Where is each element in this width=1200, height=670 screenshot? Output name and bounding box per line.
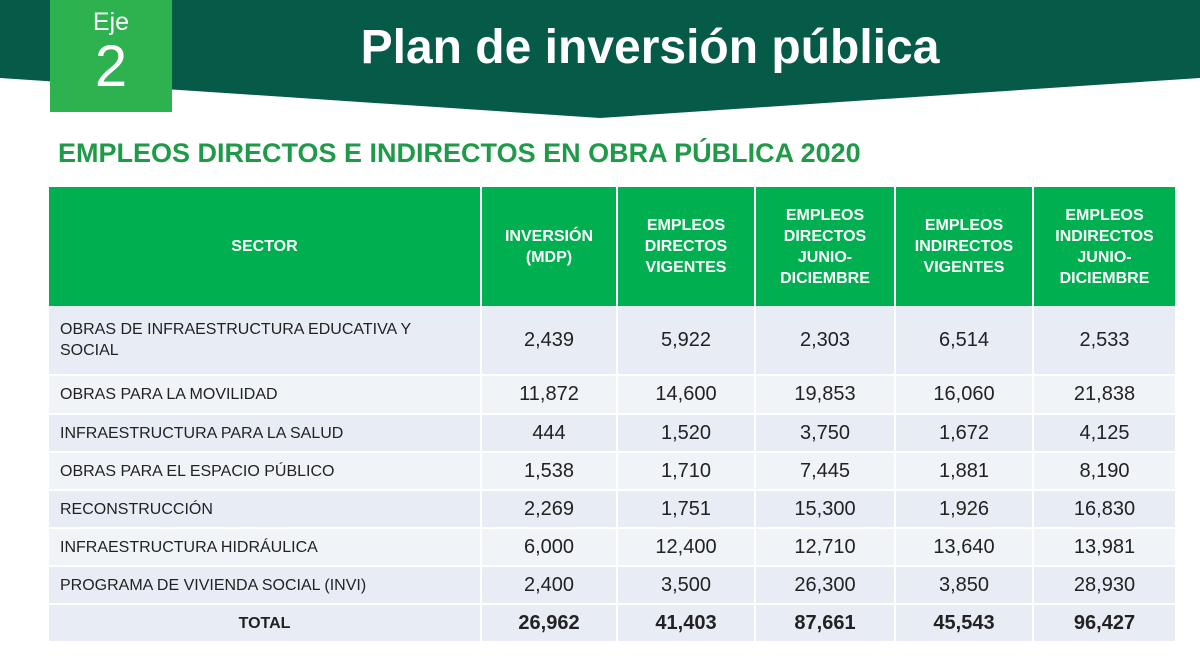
sector-cell: INFRAESTRUCTURA PARA LA SALUD bbox=[49, 414, 481, 453]
column-header-line: VIGENTES bbox=[923, 259, 1005, 276]
value-cell: 4,125 bbox=[1032, 414, 1175, 453]
value-cell: 13,640 bbox=[894, 528, 1033, 567]
value-cell: 3,500 bbox=[616, 566, 755, 605]
value-cell: 2,533 bbox=[1032, 306, 1175, 376]
employment-table: SECTOR INVERSIÓN (MDP) EMPLEOS DIRECTOS VIGEN… bbox=[49, 187, 1175, 643]
column-header-line: JUNIO- bbox=[1077, 248, 1132, 266]
value-cell: 2,439 bbox=[480, 306, 617, 376]
column-header-line: INDIRECTOS bbox=[1055, 227, 1154, 245]
value-cell: 1,881 bbox=[894, 452, 1033, 491]
table-row: OBRAS DE INFRAESTRUCTURA EDUCATIVA Y SOCI… bbox=[49, 306, 1175, 376]
table-row: RECONSTRUCCIÓN 2,269 1,751 15,300 1,926 16,83… bbox=[49, 490, 1175, 529]
value-cell: 14,600 bbox=[616, 375, 755, 415]
value-cell: 15,300 bbox=[754, 490, 895, 529]
table-header-row: SECTOR INVERSIÓN (MDP) EMPLEOS DIRECTOS VIGEN… bbox=[49, 187, 1175, 306]
table-row: PROGRAMA DE VIVIENDA SOCIAL (INVI) 2,400 3… bbox=[49, 566, 1175, 605]
value-cell: 12,400 bbox=[616, 528, 755, 567]
total-value-cell: 41,403 bbox=[616, 604, 755, 643]
column-header-line: EMPLEOS bbox=[646, 217, 726, 234]
header-banner bbox=[0, 0, 1200, 120]
value-cell: 28,930 bbox=[1032, 566, 1175, 605]
value-cell: 1,751 bbox=[616, 490, 755, 529]
column-header-line: JUNIO- bbox=[797, 248, 853, 266]
column-header-sector: SECTOR bbox=[49, 187, 481, 306]
value-cell: 1,926 bbox=[894, 490, 1033, 529]
value-cell: 2,303 bbox=[754, 306, 895, 376]
value-cell: 1,710 bbox=[616, 452, 755, 491]
sector-cell: OBRAS DE INFRAESTRUCTURA EDUCATIVA Y SOCI… bbox=[49, 306, 481, 376]
table-row: INFRAESTRUCTURA HIDRÁULICA 6,000 12,400 12,… bbox=[49, 528, 1175, 567]
column-header: EMPLEOS INDIRECTOS JUNIO- DICIEMBRE bbox=[1032, 187, 1175, 306]
table-subtitle: EMPLEOS DIRECTOS E INDIRECTOS EN OBRA PÚ… bbox=[58, 138, 861, 168]
sector-label: PROGRAMA DE VIVIENDA SOCIAL (INVI) bbox=[60, 576, 367, 594]
column-header-line: INDIRECTOS bbox=[914, 238, 1014, 255]
table-body: OBRAS DE INFRAESTRUCTURA EDUCATIVA Y SOCI… bbox=[49, 306, 1175, 643]
sector-label: OBRAS DE INFRAESTRUCTURA EDUCATIVA Y bbox=[60, 321, 412, 338]
column-header-line: VIGENTES bbox=[645, 259, 727, 276]
value-cell: 3,850 bbox=[894, 566, 1033, 605]
total-value-cell: 45,543 bbox=[894, 604, 1033, 643]
column-header-line: EMPLEOS bbox=[1065, 206, 1144, 224]
sector-label: INFRAESTRUCTURA HIDRÁULICA bbox=[60, 538, 318, 556]
value-cell: 1,672 bbox=[894, 414, 1033, 453]
sector-label: OBRAS PARA LA MOVILIDAD bbox=[60, 386, 278, 403]
sector-label: SOCIAL bbox=[60, 342, 119, 359]
sector-cell: OBRAS PARA EL ESPACIO PÚBLICO bbox=[49, 452, 481, 491]
eje-badge: Eje 2 bbox=[50, 0, 172, 112]
column-header-line: DIRECTOS bbox=[644, 238, 728, 255]
total-value-cell: 96,427 bbox=[1032, 604, 1175, 643]
value-cell: 13,981 bbox=[1032, 528, 1175, 567]
value-cell: 444 bbox=[480, 414, 617, 453]
table-row: OBRAS PARA EL ESPACIO PÚBLICO 1,538 1,710 7… bbox=[49, 452, 1175, 491]
value-cell: 3,750 bbox=[754, 414, 895, 453]
column-header-line: DICIEMBRE bbox=[1059, 269, 1150, 287]
value-cell: 6,000 bbox=[480, 528, 617, 567]
column-header-line: DIRECTOS bbox=[783, 227, 867, 245]
sector-cell: PROGRAMA DE VIVIENDA SOCIAL (INVI) bbox=[49, 566, 481, 605]
total-row: TOTAL 26,962 41,403 87,661 45,543 96,427 bbox=[49, 604, 1175, 643]
sector-cell: OBRAS PARA LA MOVILIDAD bbox=[49, 375, 481, 415]
column-header: EMPLEOS DIRECTOS VIGENTES bbox=[616, 187, 755, 306]
eje-number: 2 bbox=[94, 34, 128, 99]
value-cell: 6,514 bbox=[894, 306, 1033, 376]
column-header: EMPLEOS DIRECTOS JUNIO- DICIEMBRE bbox=[754, 187, 895, 306]
value-cell: 12,710 bbox=[754, 528, 895, 567]
sector-cell: RECONSTRUCCIÓN bbox=[49, 490, 481, 529]
column-header-line: EMPLEOS bbox=[924, 217, 1004, 234]
banner-shape bbox=[0, 0, 1200, 118]
column-header-line: (MDP) bbox=[525, 248, 573, 266]
value-cell: 11,872 bbox=[480, 375, 617, 415]
page-title: Plan de inversión pública bbox=[360, 21, 940, 74]
value-cell: 7,445 bbox=[754, 452, 895, 491]
table-row: OBRAS PARA LA MOVILIDAD 11,872 14,600 19,85… bbox=[49, 375, 1175, 415]
value-cell: 19,853 bbox=[754, 375, 895, 415]
column-header-line: SECTOR bbox=[231, 238, 298, 255]
value-cell: 5,922 bbox=[616, 306, 755, 376]
value-cell: 16,060 bbox=[894, 375, 1033, 415]
table-row: INFRAESTRUCTURA PARA LA SALUD 444 1,520 3,7… bbox=[49, 414, 1175, 453]
column-header-line: EMPLEOS bbox=[785, 206, 865, 224]
sector-label: RECONSTRUCCIÓN bbox=[60, 500, 213, 518]
sector-cell: INFRAESTRUCTURA HIDRÁULICA bbox=[49, 528, 481, 567]
value-cell: 21,838 bbox=[1032, 375, 1175, 415]
eje-label: Eje bbox=[92, 8, 130, 36]
column-header: EMPLEOS INDIRECTOS VIGENTES bbox=[894, 187, 1033, 306]
value-cell: 1,538 bbox=[480, 452, 617, 491]
sector-label: OBRAS PARA EL ESPACIO PÚBLICO bbox=[60, 462, 335, 480]
value-cell: 16,830 bbox=[1032, 490, 1175, 529]
sector-label: INFRAESTRUCTURA PARA LA SALUD bbox=[60, 424, 344, 442]
total-value-cell: 87,661 bbox=[754, 604, 895, 643]
column-header-line: DICIEMBRE bbox=[780, 269, 870, 287]
value-cell: 2,400 bbox=[480, 566, 617, 605]
value-cell: 26,300 bbox=[754, 566, 895, 605]
column-header-line: INVERSIÓN bbox=[504, 227, 593, 245]
total-value-cell: 26,962 bbox=[480, 604, 617, 643]
value-cell: 2,269 bbox=[480, 490, 617, 529]
total-label: TOTAL bbox=[49, 604, 481, 643]
value-cell: 8,190 bbox=[1032, 452, 1175, 491]
column-header: INVERSIÓN (MDP) bbox=[480, 187, 617, 306]
value-cell: 1,520 bbox=[616, 414, 755, 453]
